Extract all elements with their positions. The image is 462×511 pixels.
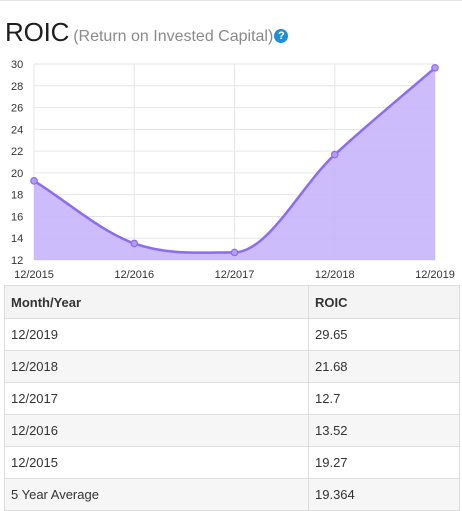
data-point	[30, 177, 38, 185]
y-tick-label: 16	[11, 211, 23, 223]
page-subtitle: (Return on Invested Capital)	[73, 28, 274, 45]
table-row: 12/2015 19.27	[4, 446, 460, 479]
series-line	[33, 66, 436, 254]
data-point	[130, 239, 139, 248]
cell-month-year: 12/2019	[4, 318, 309, 351]
y-tick-label: 14	[11, 233, 23, 245]
column-header-roic: ROIC	[308, 285, 460, 319]
question-circle-icon[interactable]: ?	[274, 29, 289, 43]
data-point	[431, 64, 439, 72]
page-title: ROIC	[5, 17, 70, 47]
cell-roic: 21.68	[308, 350, 460, 383]
table-row: 12/2016 13.52	[4, 414, 460, 447]
y-tick-label: 12	[11, 255, 23, 267]
x-tick-label: 12/2018	[315, 269, 355, 281]
cell-month-year: 12/2016	[4, 414, 309, 447]
chart-title: ROIC (Return on Invested Capital)?	[5, 17, 289, 47]
x-tick-label: 12/2017	[215, 269, 255, 281]
data-point	[230, 248, 239, 257]
y-tick-label: 20	[11, 168, 23, 180]
y-tick-label: 28	[11, 81, 23, 93]
x-tick-label: 12/2016	[114, 269, 154, 281]
top-divider	[0, 0, 462, 1]
table-row: 12/2019 29.65	[4, 318, 460, 351]
y-tick-label: 26	[11, 103, 23, 115]
cell-month-year: 12/2017	[4, 382, 309, 415]
y-tick-label: 30	[11, 59, 23, 71]
roic-area-chart: 12 14 16 18 20 22 24 26 28 30 12/2015 12/2016 12/201…	[11, 59, 455, 281]
y-tick-label: 24	[11, 124, 23, 136]
table-row: 12/2018 21.68	[4, 350, 460, 383]
cell-month-year: 12/2015	[4, 446, 309, 479]
cell-roic: 19.27	[308, 446, 460, 479]
cell-roic: 12.7	[308, 382, 460, 415]
x-tick-label: 12/2019	[415, 269, 455, 281]
roic-table: Month/Year ROIC 12/2019 29.65 12/2018 21…	[4, 285, 460, 511]
table-row: 12/2017 12.7	[4, 382, 460, 415]
cell-month-year: 12/2018	[4, 350, 309, 383]
y-tick-label: 22	[11, 146, 23, 158]
data-point	[330, 150, 339, 159]
area-fill	[34, 67, 435, 260]
y-tick-label: 18	[11, 190, 23, 202]
cell-roic: 13.52	[308, 414, 460, 447]
x-tick-label: 12/2015	[14, 269, 54, 281]
column-header-month-year: Month/Year	[4, 285, 309, 319]
cell-roic: 29.65	[308, 318, 460, 351]
table-header-row: Month/Year ROIC	[4, 285, 460, 319]
